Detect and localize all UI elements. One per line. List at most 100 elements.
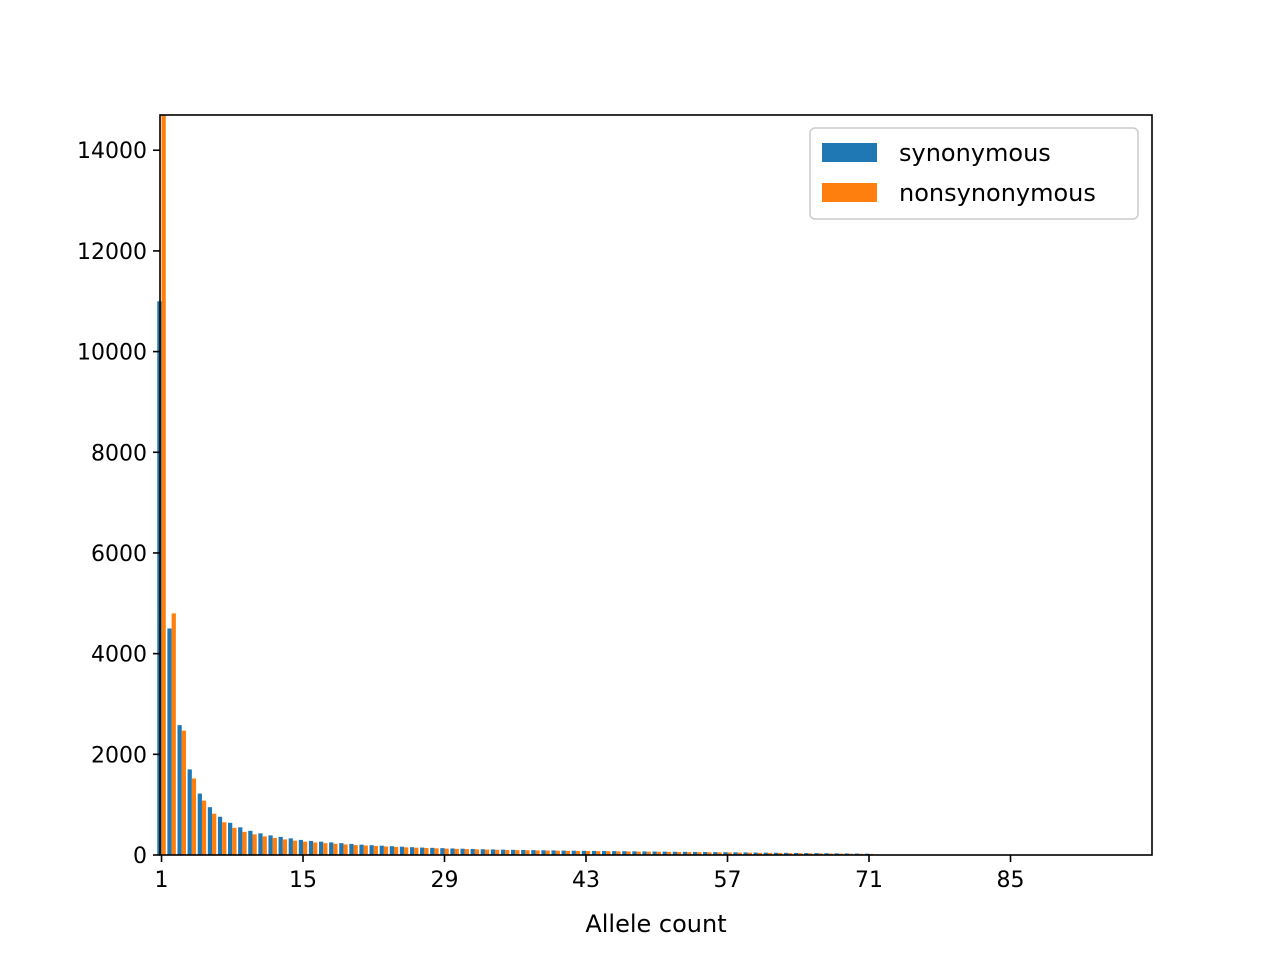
bar-nonsynonymous-41: [565, 850, 571, 855]
bar-nonsynonymous-29: [444, 848, 449, 855]
bar-nonsynonymous-40: [555, 850, 560, 855]
x-tick-label-43: 43: [572, 868, 600, 893]
bar-nonsynonymous-21: [363, 845, 368, 855]
bar-nonsynonymous-45: [606, 851, 611, 855]
legend-box: [809, 127, 1139, 220]
bar-synonymous-58: [733, 852, 738, 855]
bar-synonymous-57: [723, 852, 728, 855]
bar-synonymous-63: [783, 852, 789, 855]
y-tick-label-0: 0: [133, 844, 147, 869]
bar-synonymous-21: [359, 844, 364, 855]
bar-synonymous-14: [288, 838, 293, 855]
bar-synonymous-8: [228, 822, 233, 855]
bar-synonymous-2: [167, 628, 172, 855]
bar-synonymous-3: [177, 725, 182, 855]
bar-nonsynonymous-62: [778, 852, 783, 855]
bar-nonsynonymous-26: [414, 847, 419, 855]
bar-synonymous-51: [662, 851, 667, 855]
x-tick-label-57: 57: [714, 868, 742, 893]
bar-synonymous-33: [480, 849, 485, 855]
bar-synonymous-47: [622, 851, 627, 855]
bar-synonymous-30: [450, 848, 455, 855]
bar-nonsynonymous-7: [222, 822, 227, 855]
bar-nonsynonymous-20: [353, 845, 358, 855]
bar-synonymous-13: [278, 836, 283, 855]
bar-synonymous-59: [743, 852, 748, 855]
bar-synonymous-10: [248, 830, 253, 855]
bar-synonymous-34: [490, 849, 496, 855]
y-axis: 0 2000 4000 6000 8000 10000 12000 14000: [77, 139, 160, 869]
bar-synonymous-53: [682, 851, 688, 855]
bar-nonsynonymous-30: [454, 848, 459, 855]
y-tick-label-8000: 8000: [91, 441, 147, 466]
y-tick-label-6000: 6000: [91, 542, 147, 567]
bar-nonsynonymous-15: [303, 841, 308, 855]
bar-synonymous-50: [652, 851, 657, 855]
bar-nonsynonymous-31: [464, 849, 469, 855]
bar-synonymous-35: [500, 849, 506, 855]
bar-synonymous-11: [258, 833, 263, 855]
bar-nonsynonymous-39: [545, 850, 550, 855]
bar-synonymous-40: [551, 850, 556, 855]
bar-nonsynonymous-56: [717, 852, 722, 855]
bar-nonsynonymous-33: [484, 849, 490, 855]
bar-synonymous-15: [298, 839, 304, 855]
bar-nonsynonymous-4: [191, 778, 197, 855]
x-axis: 1 15 29 43 57 71 85: [155, 855, 1025, 893]
y-tick-label-2000: 2000: [91, 743, 147, 768]
y-tick-label-14000: 14000: [77, 139, 147, 164]
y-tick-label-12000: 12000: [77, 240, 147, 265]
bar-synonymous-17: [318, 841, 324, 855]
bar-nonsynonymous-60: [757, 852, 763, 855]
bar-nonsynonymous-66: [818, 853, 823, 855]
bar-nonsynonymous-18: [333, 843, 338, 855]
bar-synonymous-24: [389, 846, 394, 855]
bar-nonsynonymous-36: [515, 850, 520, 855]
bar-synonymous-55: [703, 852, 708, 855]
bar-synonymous-43: [581, 850, 587, 855]
bar-synonymous-36: [511, 849, 516, 855]
bar-synonymous-61: [763, 852, 768, 855]
bar-synonymous-29: [440, 848, 445, 855]
legend: synonymous nonsynonymous: [809, 127, 1139, 220]
bar-nonsynonymous-14: [292, 840, 298, 855]
bar-nonsynonymous-2: [171, 613, 176, 855]
legend-swatch-synonymous: [822, 143, 877, 162]
bar-nonsynonymous-54: [697, 852, 702, 855]
bar-nonsynonymous-16: [313, 842, 318, 855]
bar-synonymous-5: [197, 793, 202, 855]
x-axis-label: Allele count: [585, 910, 726, 938]
bar-nonsynonymous-48: [636, 851, 641, 855]
bar-nonsynonymous-12: [272, 837, 277, 855]
bar-nonsynonymous-49: [646, 851, 651, 855]
bar-synonymous-67: [824, 853, 829, 855]
bar-nonsynonymous-59: [747, 852, 752, 855]
bar-synonymous-64: [794, 852, 799, 855]
bar-synonymous-37: [521, 849, 526, 855]
bar-nonsynonymous-42: [575, 850, 581, 855]
bar-nonsynonymous-57: [727, 852, 732, 855]
bar-synonymous-44: [591, 850, 597, 855]
bar-synonymous-62: [773, 852, 779, 855]
bar-synonymous-19: [339, 843, 344, 855]
bar-nonsynonymous-46: [616, 851, 621, 855]
bar-synonymous-68: [834, 853, 839, 855]
bar-nonsynonymous-58: [737, 852, 742, 855]
bar-synonymous-54: [692, 851, 698, 855]
bar-nonsynonymous-34: [495, 849, 500, 855]
x-tick-label-71: 71: [855, 868, 883, 893]
bar-synonymous-41: [561, 850, 566, 855]
y-tick-label-10000: 10000: [77, 341, 147, 366]
bar-nonsynonymous-50: [656, 851, 662, 855]
bar-nonsynonymous-1: [161, 115, 166, 855]
bar-nonsynonymous-24: [393, 846, 399, 855]
legend-label-nonsynonymous: nonsynonymous: [899, 179, 1096, 207]
bar-nonsynonymous-22: [373, 846, 379, 855]
bar-nonsynonymous-51: [666, 851, 672, 855]
bar-nonsynonymous-53: [687, 852, 692, 855]
bar-synonymous-25: [399, 846, 405, 855]
bar-nonsynonymous-19: [343, 844, 348, 855]
bar-synonymous-52: [672, 851, 677, 855]
bar-synonymous-46: [612, 851, 617, 855]
